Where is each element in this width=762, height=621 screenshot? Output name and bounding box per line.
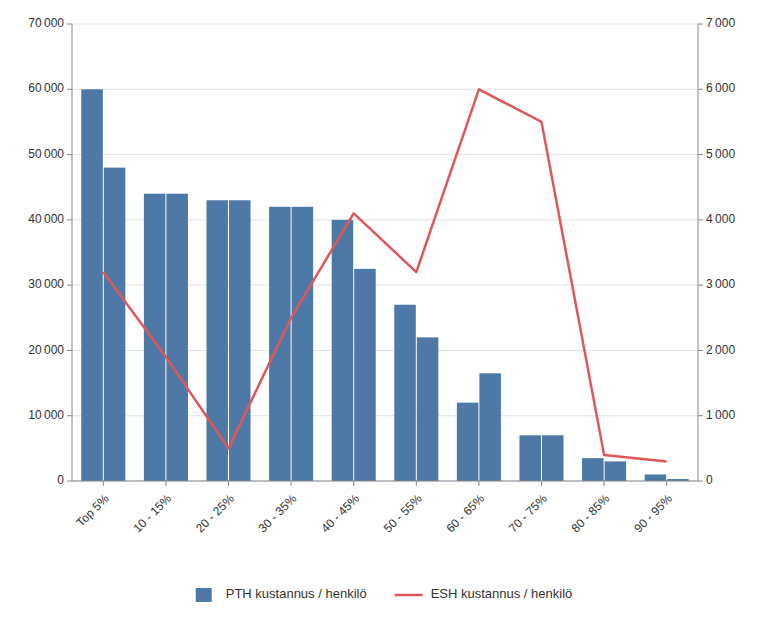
y2-tick-label: 7 000 <box>706 16 735 30</box>
y-tick-label: 60 000 <box>28 81 64 95</box>
x-tick-label: 40 - 45% <box>318 491 362 535</box>
grid-line <box>72 89 698 90</box>
y-tick <box>67 350 72 351</box>
y2-tick-label: 0 <box>706 473 713 487</box>
bar <box>354 269 376 481</box>
bar <box>457 403 479 481</box>
y2-tick <box>698 415 703 416</box>
grid-line <box>72 350 698 351</box>
legend-swatch <box>395 594 423 597</box>
bar <box>292 207 314 481</box>
bar <box>166 194 188 481</box>
grid-line <box>72 24 698 25</box>
x-tick-label: 30 - 35% <box>256 491 300 535</box>
grid-line <box>72 285 698 286</box>
y2-tick <box>698 219 703 220</box>
bar <box>332 220 354 481</box>
x-tick <box>353 481 354 486</box>
legend-label: ESH kustannus / henkilö <box>431 586 573 601</box>
y-tick-label: 10 000 <box>28 408 64 422</box>
grid-line <box>72 415 698 416</box>
bar <box>81 89 103 481</box>
bar <box>104 168 126 481</box>
y2-tick-label: 3 000 <box>706 277 735 291</box>
bar <box>394 305 416 481</box>
grid-line <box>72 154 698 155</box>
y-tick-label: 40 000 <box>28 212 64 226</box>
x-tick-label: 10 - 15% <box>130 491 174 535</box>
x-tick <box>666 481 667 486</box>
grid-line <box>72 219 698 220</box>
bar <box>542 435 564 481</box>
chart: 0 10 000 20 000 30 000 40 000 50 000 60 000 70 … <box>0 0 762 621</box>
y2-tick <box>698 285 703 286</box>
legend-item: ESH kustannus / henkilö <box>395 586 573 601</box>
bar <box>605 461 627 481</box>
axes: 0 10 000 20 000 30 000 40 000 50 000 60 000 70 … <box>28 16 735 535</box>
y-tick-label: 0 <box>57 473 64 487</box>
y2-tick-label: 6 000 <box>706 81 735 95</box>
x-tick-label: 50 - 55% <box>381 491 425 535</box>
y2-axis-line <box>698 24 699 481</box>
bar <box>479 373 501 481</box>
x-tick-label: 80 - 85% <box>569 491 613 535</box>
legend-item: PTH kustannus / henkilö <box>196 586 367 602</box>
y-tick <box>67 415 72 416</box>
x-tick <box>478 481 479 486</box>
bar <box>144 194 166 481</box>
x-tick <box>103 481 104 486</box>
y2-tick-label: 2 000 <box>706 343 735 357</box>
bar <box>417 337 439 481</box>
grid <box>72 24 698 481</box>
y-tick <box>67 89 72 90</box>
legend-swatch <box>196 588 212 602</box>
x-tick <box>291 481 292 486</box>
legend: PTH kustannus / henkilö ESH kustannus / h… <box>196 586 573 602</box>
y-tick-label: 50 000 <box>28 147 64 161</box>
y-tick <box>67 24 72 25</box>
y-tick <box>67 154 72 155</box>
bar <box>519 435 541 481</box>
bar <box>645 474 667 481</box>
y-tick <box>67 285 72 286</box>
y-tick-label: 30 000 <box>28 277 64 291</box>
y-axis-line <box>72 24 73 481</box>
marks <box>81 89 688 481</box>
y2-tick-label: 5 000 <box>706 147 735 161</box>
y2-tick-label: 4 000 <box>706 212 735 226</box>
x-tick-label: 20 - 25% <box>193 491 237 535</box>
x-tick-label: 60 - 65% <box>443 491 487 535</box>
x-tick <box>604 481 605 486</box>
y-tick <box>67 219 72 220</box>
y2-tick <box>698 350 703 351</box>
x-tick <box>541 481 542 486</box>
x-tick <box>416 481 417 486</box>
y2-tick-label: 1 000 <box>706 408 735 422</box>
x-tick <box>228 481 229 486</box>
bar <box>206 200 228 481</box>
y2-tick <box>698 154 703 155</box>
y2-tick <box>698 481 703 482</box>
x-tick-label: 70 - 75% <box>506 491 550 535</box>
x-tick <box>165 481 166 486</box>
legend-label: PTH kustannus / henkilö <box>226 586 367 601</box>
y2-tick <box>698 24 703 25</box>
bar <box>582 458 604 481</box>
y-tick <box>67 481 72 482</box>
x-tick-label: Top 5% <box>73 491 111 529</box>
line <box>103 89 666 461</box>
y-tick-label: 20 000 <box>28 343 64 357</box>
y2-tick <box>698 89 703 90</box>
x-tick-label: 90 - 95% <box>631 491 675 535</box>
y-tick-label: 70 000 <box>28 16 64 30</box>
